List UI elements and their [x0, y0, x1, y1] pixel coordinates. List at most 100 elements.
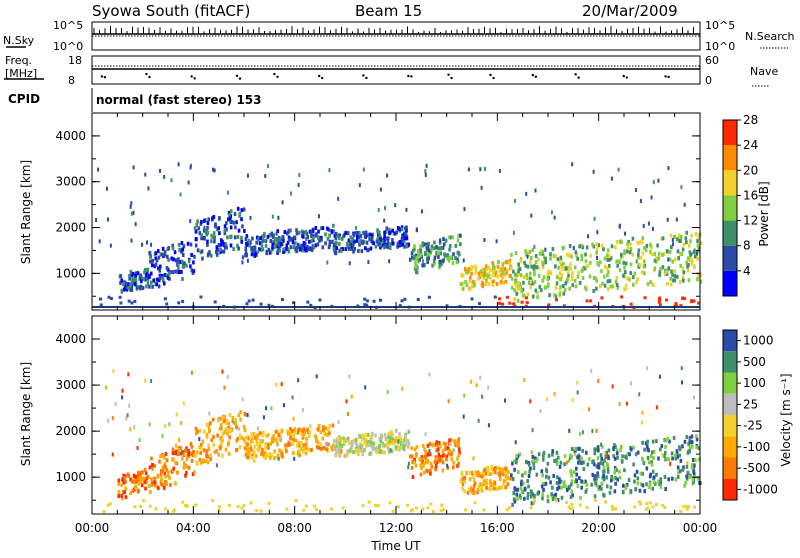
- range-cell: [521, 473, 524, 478]
- range-cell: [648, 501, 652, 505]
- range-cell: [606, 257, 610, 262]
- range-cell: [106, 217, 109, 222]
- range-cell: [333, 438, 336, 443]
- range-cell: [232, 247, 235, 252]
- range-cell: [533, 493, 536, 498]
- range-cell: [140, 275, 143, 280]
- range-cell: [475, 383, 478, 388]
- range-cell: [140, 483, 144, 488]
- freq-dip: [362, 74, 365, 77]
- range-cell: [641, 236, 644, 241]
- range-cell: [302, 242, 306, 247]
- range-cell: [372, 446, 375, 451]
- range-cell: [592, 275, 596, 280]
- range-cell: [353, 239, 356, 244]
- range-cell: [624, 270, 627, 275]
- range-cell: [564, 266, 568, 271]
- range-cell: [595, 242, 599, 247]
- range-cell: [666, 436, 670, 441]
- range-cell: [559, 285, 562, 290]
- range-cell: [616, 285, 620, 290]
- range-cell: [626, 276, 629, 281]
- range-cell: [641, 483, 645, 488]
- range-cell: [315, 232, 318, 237]
- range-cell: [482, 471, 485, 476]
- range-cell: [518, 493, 522, 498]
- range-cell: [196, 248, 200, 253]
- range-cell: [391, 241, 395, 246]
- range-cell: [639, 471, 643, 476]
- range-cell: [682, 270, 686, 275]
- range-cell: [305, 237, 308, 242]
- range-cell: [697, 301, 701, 305]
- range-cell: [229, 429, 233, 434]
- range-cell: [660, 444, 664, 449]
- range-cell: [675, 449, 679, 454]
- range-cell: [285, 243, 289, 248]
- range-cell: [521, 293, 525, 298]
- range-cell: [442, 237, 445, 242]
- range-cell: [194, 229, 198, 234]
- range-cell: [189, 441, 193, 446]
- range-cell: [236, 505, 240, 509]
- y-tick-label: 2000: [55, 221, 86, 235]
- range-cell: [223, 385, 226, 390]
- range-cell: [401, 440, 404, 445]
- range-cell: [659, 485, 663, 490]
- range-cell: [129, 287, 132, 292]
- range-cell: [384, 436, 388, 441]
- range-cell: [560, 267, 564, 272]
- range-cell: [319, 442, 322, 447]
- range-cell: [653, 266, 657, 271]
- range-cell: [243, 440, 247, 445]
- range-cell: [670, 451, 674, 456]
- range-cell: [287, 443, 290, 448]
- range-cell: [578, 455, 581, 460]
- range-cell: [359, 448, 363, 453]
- range-cell: [529, 285, 533, 290]
- range-cell: [148, 504, 152, 508]
- range-cell: [616, 263, 620, 268]
- range-cell: [403, 244, 406, 249]
- range-cell: [442, 441, 446, 446]
- range-cell: [637, 252, 640, 257]
- colorbar-segment: [723, 436, 737, 458]
- range-cell: [369, 450, 373, 455]
- freq-dip: [534, 75, 538, 78]
- range-cell: [559, 277, 563, 282]
- range-cell: [315, 374, 318, 379]
- range-cell: [477, 484, 481, 489]
- range-cell: [158, 264, 162, 269]
- range-cell: [580, 257, 584, 262]
- range-cell: [417, 251, 420, 256]
- range-cell: [391, 228, 394, 233]
- range-cell: [429, 471, 432, 476]
- range-cell: [659, 477, 662, 482]
- range-cell: [426, 443, 430, 448]
- range-cell: [370, 236, 374, 241]
- range-cell: [576, 274, 580, 279]
- range-cell: [624, 454, 627, 459]
- range-cell: [534, 188, 537, 193]
- range-cell: [622, 260, 625, 265]
- range-cell: [669, 461, 672, 466]
- range-cell: [697, 234, 700, 239]
- range-cell: [179, 260, 182, 265]
- range-cell: [99, 303, 103, 307]
- range-cell: [386, 440, 389, 445]
- range-cell: [598, 284, 602, 289]
- range-cell: [446, 465, 450, 470]
- range-cell: [138, 475, 141, 480]
- range-cell: [644, 507, 648, 511]
- range-cell: [697, 246, 701, 251]
- range-cell: [657, 300, 661, 304]
- range-cell: [383, 240, 386, 245]
- range-cell: [593, 216, 596, 221]
- range-cell: [134, 474, 137, 479]
- range-cell: [194, 237, 198, 242]
- range-cell: [206, 239, 209, 244]
- range-cell: [189, 165, 192, 170]
- range-cell: [685, 464, 689, 469]
- range-cell: [205, 422, 209, 427]
- range-cell: [502, 479, 506, 484]
